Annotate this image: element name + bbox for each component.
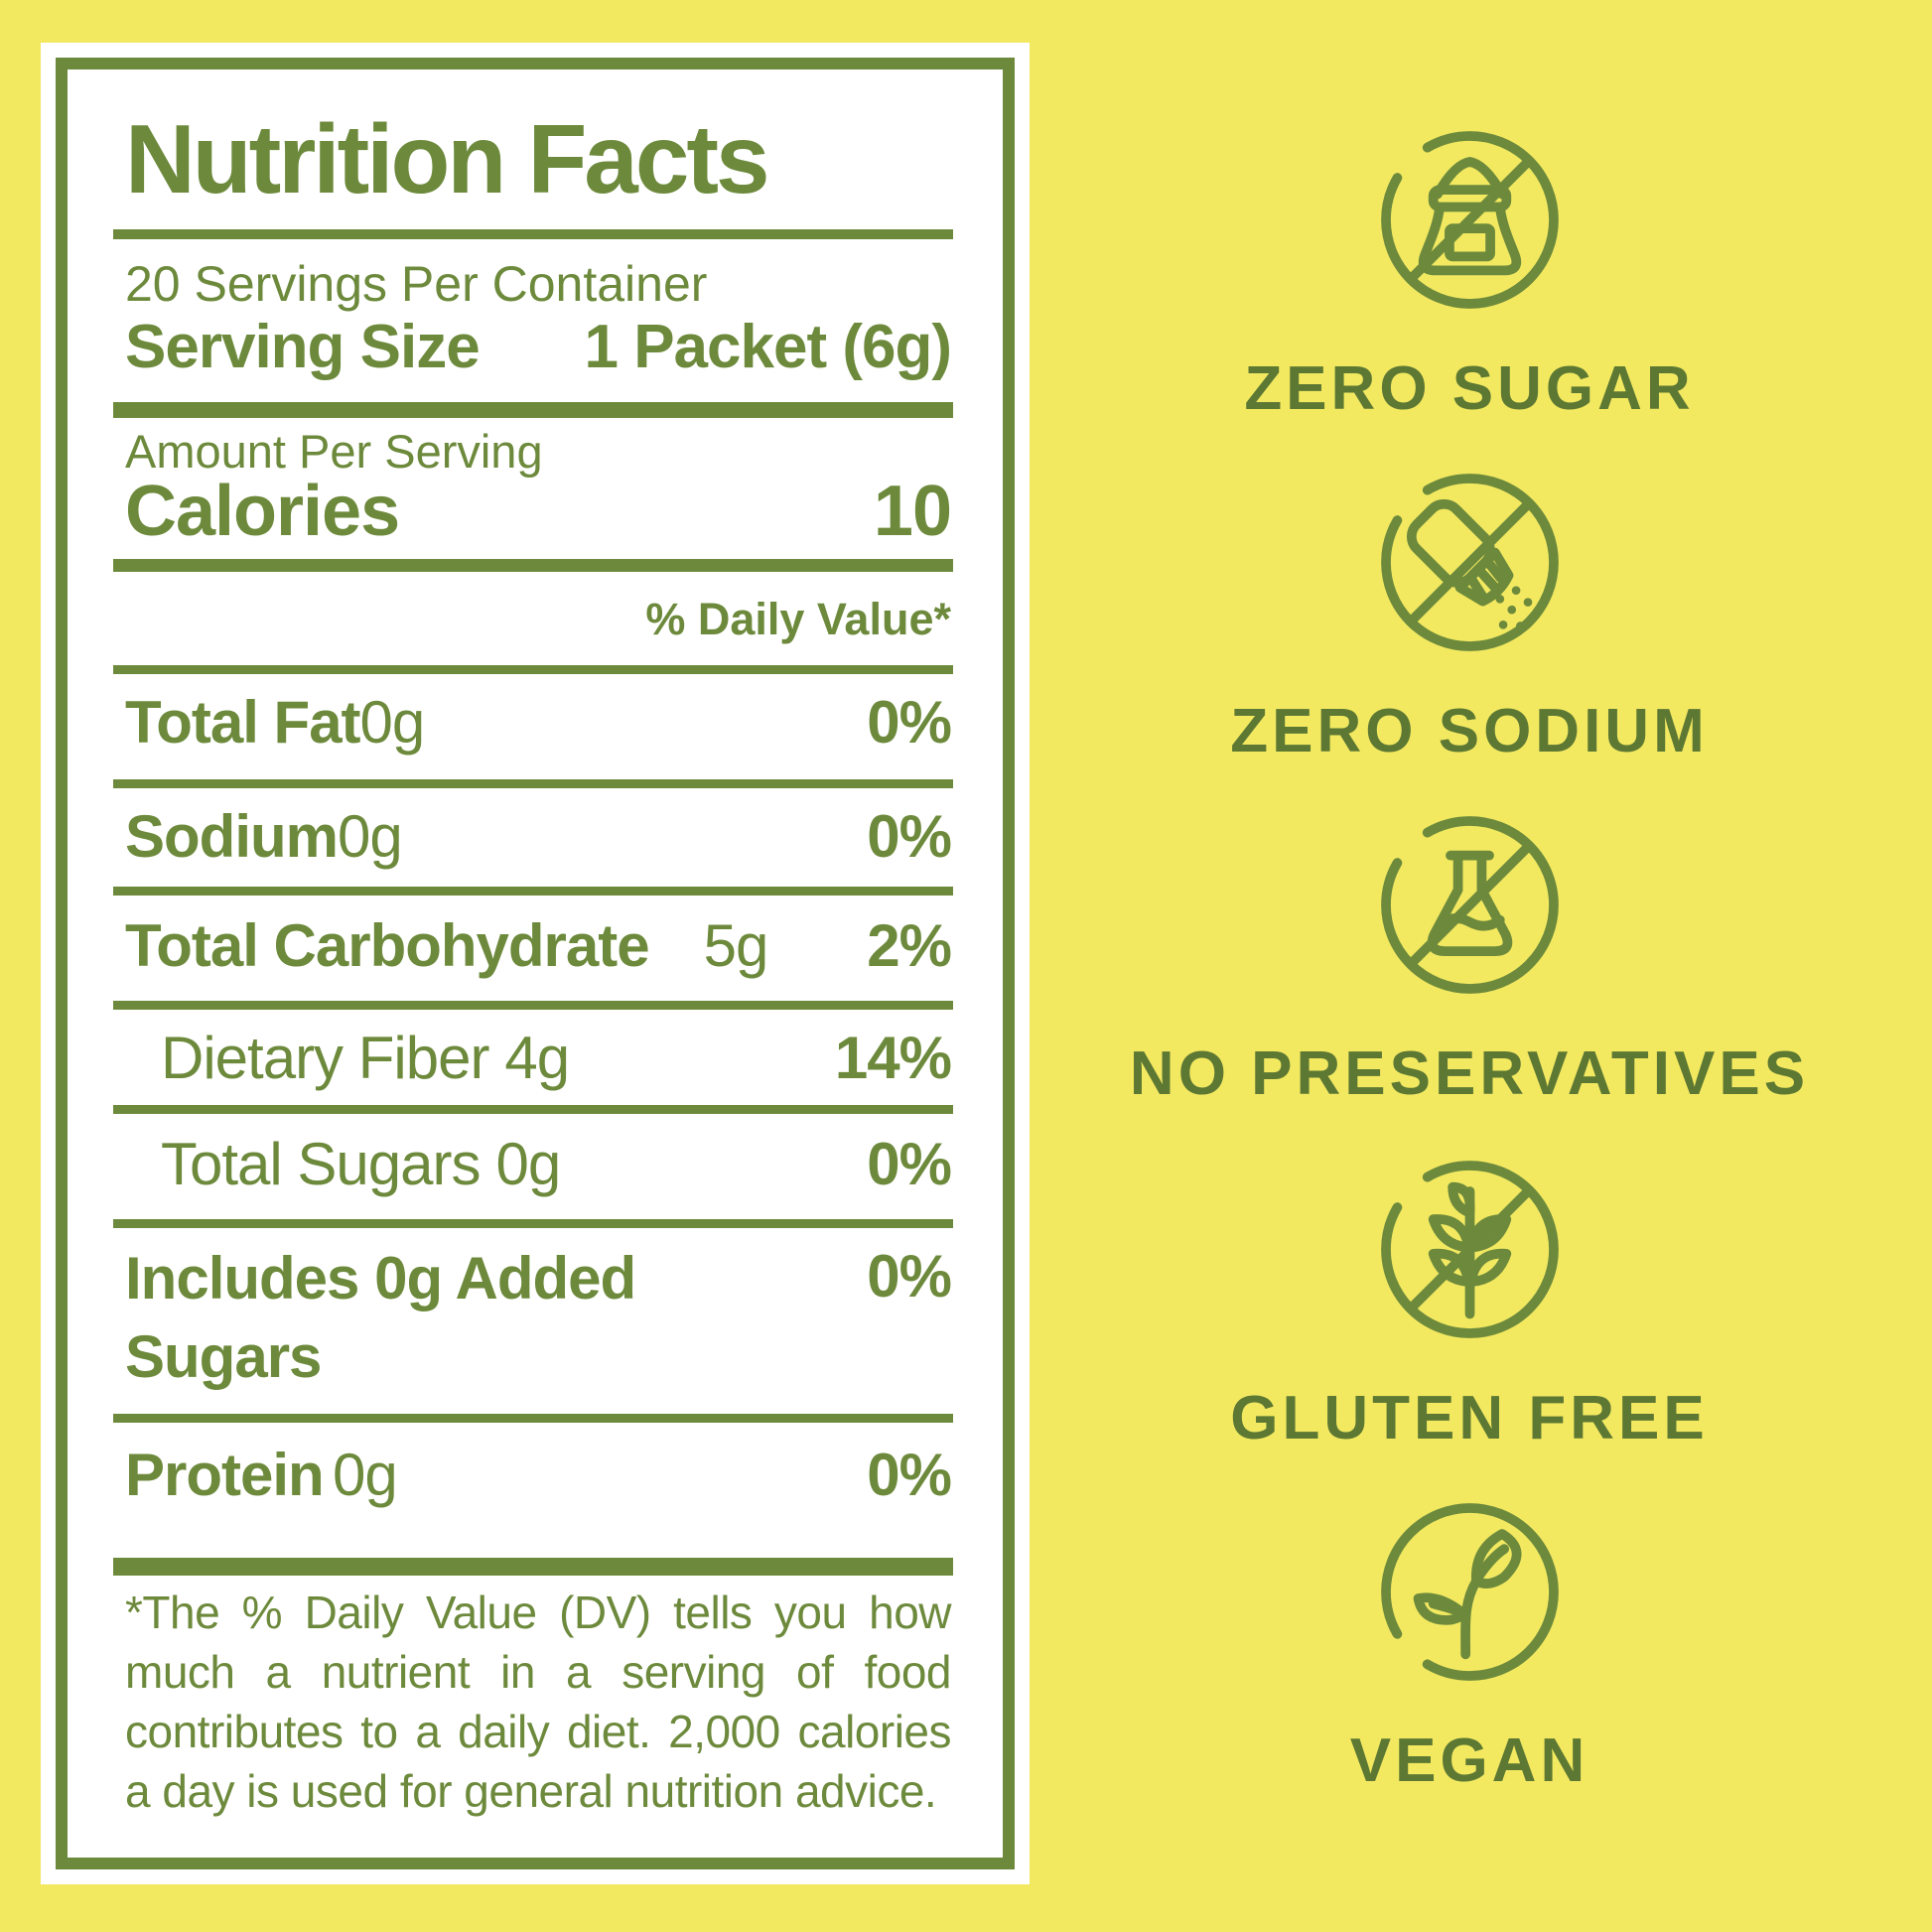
badge-label-gluten-free: GLUTEN FREE: [1230, 1384, 1709, 1452]
divider: [113, 665, 953, 674]
amount-per-serving: Amount Per Serving: [125, 425, 543, 478]
nutrient-row-total-sugars: Total Sugars 0g 0%: [161, 1131, 952, 1197]
calories-label: Calories: [125, 472, 400, 551]
label-content: Nutrition Facts 20 Servings Per Containe…: [113, 43, 953, 1884]
badge-label-zero-sodium: ZERO SODIUM: [1230, 697, 1709, 765]
daily-value-header: % Daily Value*: [645, 594, 951, 644]
nutrient-row-dietary-fiber: Dietary Fiber 4g 14%: [161, 1025, 952, 1091]
no-sodium-icon: [1373, 466, 1567, 659]
nutrient-row-protein: Protein 0g 0%: [125, 1442, 952, 1508]
servings-per-container: 20 Servings Per Container: [125, 256, 708, 312]
serving-size-label: Serving Size: [125, 313, 481, 381]
serving-size-value: 1 Packet (6g): [584, 313, 952, 381]
daily-value-footnote: *The % Daily Value (DV) tells you how mu…: [125, 1587, 952, 1817]
divider: [113, 1219, 953, 1228]
badge-column: ZERO SUGAR ZERO SODIUM: [1092, 0, 1847, 1932]
nutrient-row-total-fat: Total Fat 0g 0%: [125, 689, 952, 756]
serving-size-row: Serving Size 1 Packet (6g): [113, 313, 953, 381]
label-title: Nutrition Facts: [125, 104, 769, 213]
nutrition-label: Nutrition Facts 20 Servings Per Containe…: [41, 43, 1030, 1884]
divider: [113, 1558, 953, 1576]
no-preservatives-icon: [1373, 808, 1567, 1002]
divider: [113, 559, 953, 572]
divider: [113, 887, 953, 896]
divider: [113, 1105, 953, 1114]
divider: [113, 229, 953, 239]
vegan-icon: [1373, 1495, 1567, 1689]
divider: [113, 779, 953, 788]
calories-value: 10: [873, 472, 952, 551]
gluten-free-icon: [1373, 1153, 1567, 1346]
badge-label-zero-sugar: ZERO SUGAR: [1244, 354, 1695, 423]
badge-label-no-preservatives: NO PRESERVATIVES: [1129, 1039, 1810, 1108]
divider: [113, 402, 953, 418]
no-sugar-icon: [1373, 123, 1567, 317]
nutrient-row-sodium: Sodium 0g 0%: [125, 803, 952, 870]
nutrient-row-added-sugars: Includes 0g Added Sugars 0%: [125, 1243, 952, 1391]
calories-row: Calories 10: [113, 472, 953, 551]
label-border: [56, 58, 1015, 1869]
divider: [113, 1001, 953, 1010]
badge-label-vegan: VEGAN: [1349, 1726, 1589, 1795]
nutrient-row-total-carbohydrate: Total Carbohydrate 5g 2%: [125, 912, 952, 979]
divider: [113, 1414, 953, 1423]
